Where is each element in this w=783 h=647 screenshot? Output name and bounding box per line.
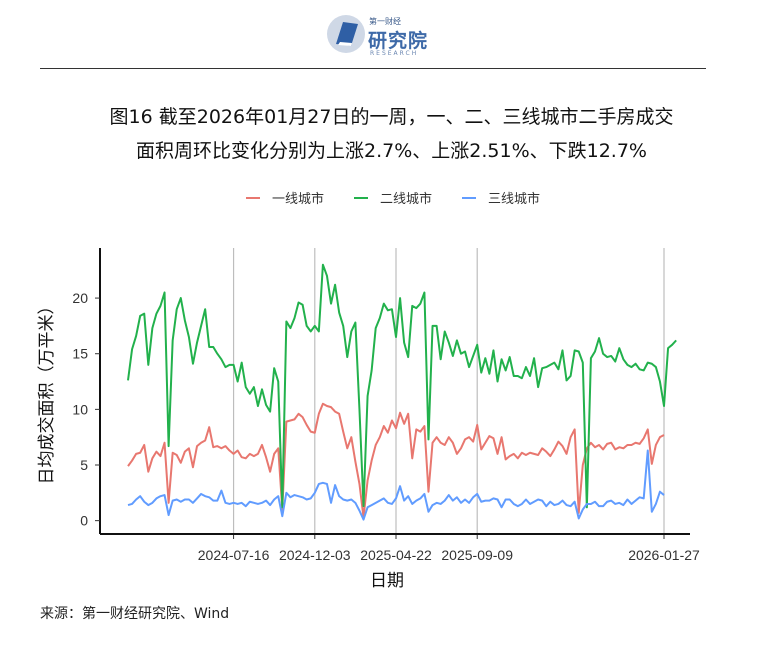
y-tick-label: 10 xyxy=(72,401,88,417)
logo-text-sub: RESEARCH xyxy=(370,50,419,57)
x-axis-title: 日期 xyxy=(370,571,404,591)
axes: 2024-07-16 2024-12-03 2025-04-22 2025-09-09… xyxy=(37,248,700,591)
x-tick-label: 2025-09-09 xyxy=(441,547,513,563)
y-tick-label: 5 xyxy=(80,457,88,473)
y-tick-label: 15 xyxy=(72,346,88,362)
chart-title-line2: 面积周环比变化分别为上涨2.7%、上涨2.51%、下跌12.7% xyxy=(136,140,647,162)
legend-label-1: 一线城市 xyxy=(272,191,324,207)
series-line-2 xyxy=(127,263,677,509)
source-note: 来源：第一财经研究院、Wind xyxy=(40,606,230,622)
legend: 一线城市 二线城市 三线城市 xyxy=(246,191,540,207)
y-axis-title: 日均成交面积（万平米） xyxy=(37,298,57,485)
legend-label-2: 二线城市 xyxy=(380,191,432,207)
x-tick-label: 2025-04-22 xyxy=(360,547,432,563)
header-divider xyxy=(40,68,706,69)
chart-title-line1: 图16 截至2026年01月27日的一周，一、二、三线城市二手房成交 xyxy=(109,106,674,128)
x-tick-label: 2024-07-16 xyxy=(198,547,270,563)
series-line-1 xyxy=(127,402,665,519)
legend-label-3: 三线城市 xyxy=(488,191,540,207)
y-tick-label: 0 xyxy=(80,513,88,529)
line-chart: 一线城市 二线城市 三线城市 2024-07-16 2024-12-03 2025-04… xyxy=(37,191,700,591)
logo-text-main: 研究院 xyxy=(368,30,429,52)
y-tick-label: 20 xyxy=(72,290,88,306)
series-line-3 xyxy=(127,449,665,521)
grid xyxy=(232,248,665,534)
logo: 第一财经 研究院 RESEARCH xyxy=(326,12,436,57)
x-tick-label: 2026-01-27 xyxy=(628,547,700,563)
series-layer xyxy=(127,263,677,521)
book-logo-icon xyxy=(327,15,365,53)
logo-text-top: 第一财经 xyxy=(369,17,401,26)
x-tick-label: 2024-12-03 xyxy=(279,547,351,563)
